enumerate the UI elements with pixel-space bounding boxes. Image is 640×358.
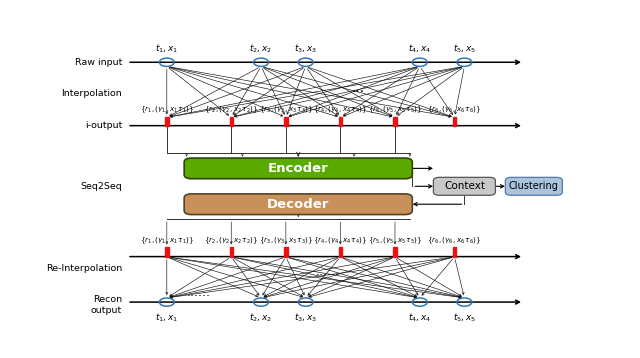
Bar (284, 117, 287, 126)
Text: Decoder: Decoder (267, 198, 330, 211)
Bar (165, 247, 168, 257)
Text: $t_3,x_3$: $t_3,x_3$ (294, 311, 317, 324)
FancyBboxPatch shape (184, 194, 412, 214)
Text: $t_2,x_2$: $t_2,x_2$ (250, 311, 273, 324)
Bar (339, 117, 342, 126)
Text: Recon
output: Recon output (91, 295, 122, 315)
Text: $\{r_2,(\gamma_2,x_2\,\tau_2)\}$: $\{r_2,(\gamma_2,x_2\,\tau_2)\}$ (204, 105, 259, 115)
Text: $t_4,x_4$: $t_4,x_4$ (408, 311, 431, 324)
Text: Context: Context (444, 181, 485, 191)
Text: Interpolation: Interpolation (61, 90, 122, 98)
FancyBboxPatch shape (184, 158, 412, 179)
Bar (452, 247, 456, 257)
Bar (165, 117, 168, 126)
Text: $t_2,x_2$: $t_2,x_2$ (250, 43, 273, 55)
Text: $\{r_2,(\gamma_2,x_2\,\tau_2)\}$: $\{r_2,(\gamma_2,x_2\,\tau_2)\}$ (204, 236, 259, 246)
Text: $t_1,x_1$: $t_1,x_1$ (155, 311, 179, 324)
Text: $\{r_3,(\gamma_3,x_3\,\tau_3)\}$: $\{r_3,(\gamma_3,x_3\,\tau_3)\}$ (259, 236, 313, 246)
Text: Raw input: Raw input (75, 58, 122, 67)
Text: ...: ... (351, 81, 364, 96)
Text: $\{r_4,(\gamma_4,x_4\,\tau_4)\}$: $\{r_4,(\gamma_4,x_4\,\tau_4)\}$ (313, 105, 367, 115)
Text: $\{r_1,(\gamma_1,x_1\,\tau_1)\}$: $\{r_1,(\gamma_1,x_1\,\tau_1)\}$ (140, 236, 194, 246)
FancyBboxPatch shape (506, 177, 563, 195)
Text: $\{r_3,(\gamma_3,x_3\,\tau_3)\}$: $\{r_3,(\gamma_3,x_3\,\tau_3)\}$ (259, 105, 313, 115)
Text: $\{r_5,(\gamma_5,x_5\,\tau_5)\}$: $\{r_5,(\gamma_5,x_5\,\tau_5)\}$ (368, 105, 422, 115)
Text: $\{r_6,(\gamma_6,x_6\,\tau_6)\}$: $\{r_6,(\gamma_6,x_6\,\tau_6)\}$ (428, 105, 482, 115)
Text: Re-Interpolation: Re-Interpolation (46, 264, 122, 273)
Text: $t_4,x_4$: $t_4,x_4$ (408, 43, 431, 55)
Bar (393, 247, 397, 257)
Bar (452, 117, 456, 126)
Text: Seq2Seq: Seq2Seq (81, 182, 122, 191)
Text: $t_5,x_5$: $t_5,x_5$ (452, 311, 476, 324)
Bar (393, 117, 397, 126)
Bar (339, 247, 342, 257)
Text: $t_5,x_5$: $t_5,x_5$ (452, 43, 476, 55)
Text: Encoder: Encoder (268, 162, 328, 175)
Bar (230, 247, 233, 257)
Text: $\{r_5,(\gamma_5,x_5\,\tau_5)\}$: $\{r_5,(\gamma_5,x_5\,\tau_5)\}$ (368, 236, 422, 246)
Text: Clustering: Clustering (509, 181, 559, 191)
Text: ......: ...... (316, 265, 340, 277)
Bar (230, 117, 233, 126)
Text: $t_1,x_1$: $t_1,x_1$ (155, 43, 179, 55)
Text: $\{r_1,(\gamma_1,x_1\,\tau_1)\}$: $\{r_1,(\gamma_1,x_1\,\tau_1)\}$ (140, 105, 194, 115)
Text: $\{r_6,(\gamma_6,x_6\,\tau_6)\}$: $\{r_6,(\gamma_6,x_6\,\tau_6)\}$ (428, 236, 482, 246)
Text: $\{r_4,(\gamma_4,x_4\,\tau_4)\}$: $\{r_4,(\gamma_4,x_4\,\tau_4)\}$ (313, 236, 367, 246)
Bar (284, 247, 287, 257)
Text: $t_3,x_3$: $t_3,x_3$ (294, 43, 317, 55)
Text: i-output: i-output (84, 121, 122, 130)
Text: ......: ...... (187, 286, 211, 299)
FancyBboxPatch shape (433, 177, 495, 195)
